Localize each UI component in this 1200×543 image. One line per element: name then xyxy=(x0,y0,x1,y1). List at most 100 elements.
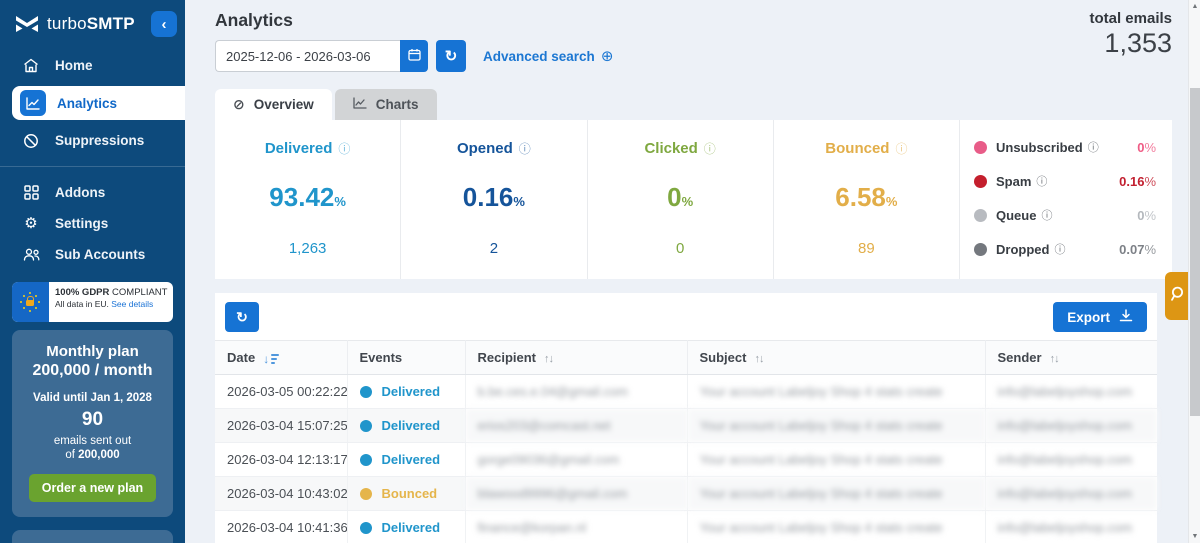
tab-overview[interactable]: ⊘ Overview xyxy=(215,89,332,120)
vertical-scrollbar[interactable]: ▲ ▼ xyxy=(1188,0,1200,543)
cell-recipient: gorge09036@gmail.com xyxy=(465,442,688,477)
event-dot xyxy=(359,453,372,466)
stat-percent: 6.58% xyxy=(835,182,898,212)
plan-quota: of 200,000 xyxy=(65,449,120,461)
sidebar-item-analytics[interactable]: Analytics xyxy=(12,86,185,120)
sidebar-divider xyxy=(0,166,185,167)
sidebar-item-sub-accounts[interactable]: Sub Accounts xyxy=(0,239,185,270)
order-new-plan-button[interactable]: Order a new plan xyxy=(28,474,157,502)
stat-delivered: Delivered ⓘ 93.42% 1,263 xyxy=(215,120,402,279)
info-icon[interactable]: ⓘ xyxy=(338,142,351,156)
sidebar: turboSMTP ‹ Home Analytics Suppress xyxy=(0,0,185,543)
refresh-button[interactable]: ↻ xyxy=(436,40,466,72)
feedback-tab-button[interactable] xyxy=(1165,272,1188,320)
sidebar-item-suppressions[interactable]: Suppressions xyxy=(0,125,185,156)
cell-recipient: blawood9996@gmail.com xyxy=(465,476,688,511)
stats-side-list: Unsubscribed ⓘ 0% Spam ⓘ 0.16% Queue ⓘ 0… xyxy=(960,120,1172,279)
cell-sender: info@labeljoyshop.com xyxy=(985,510,1157,543)
cell-date: 2026-03-04 10:43:02 xyxy=(215,476,348,511)
total-emails-value: 1,353 xyxy=(1104,28,1172,58)
cell-date: 2026-03-04 10:41:36 xyxy=(215,510,348,543)
column-header-date[interactable]: Date ↓ xyxy=(215,340,348,375)
sidebar-item-label: Home xyxy=(55,58,93,73)
tab-bar: ⊘ Overview Charts xyxy=(215,89,1172,120)
sidebar-item-label: Suppressions xyxy=(55,133,145,148)
info-icon[interactable]: ⓘ xyxy=(518,142,531,156)
sidebar-item-settings[interactable]: ⚙ Settings xyxy=(0,208,185,239)
collapse-icon: ‹ xyxy=(161,15,167,33)
plan-sent-label: emails sent out xyxy=(53,435,132,447)
connecting-via-smtp-card[interactable]: Connecting via SMTP › xyxy=(12,530,173,543)
stats-panel: Delivered ⓘ 93.42% 1,263 Opened ⓘ 0.16% 2 … xyxy=(215,120,1172,279)
scroll-down-arrow[interactable]: ▼ xyxy=(1191,533,1199,540)
cell-subject: Your account Labeljoy Shop 4 stats creat… xyxy=(687,510,986,543)
event-status: Bounced xyxy=(359,486,453,501)
stat-dropped: Dropped ⓘ 0.07% xyxy=(974,232,1156,266)
feedback-bubble-icon xyxy=(1170,286,1184,307)
column-header-subject[interactable]: Subject ↑↓ xyxy=(687,340,986,375)
gear-icon: ⚙ xyxy=(24,215,38,232)
info-icon[interactable]: ⓘ xyxy=(703,142,716,156)
column-header-recipient[interactable]: Recipient ↑↓ xyxy=(465,340,688,375)
event-status: Delivered xyxy=(359,384,453,399)
event-status: Delivered xyxy=(359,520,453,535)
cell-sender: info@labeljoyshop.com xyxy=(985,374,1157,409)
table-row[interactable]: 2026-03-04 12:13:17 Delivered gorge09036… xyxy=(215,442,1157,477)
stat-bounced: Bounced ⓘ 6.58% 89 xyxy=(774,120,960,279)
turbosmtp-logo-icon xyxy=(14,13,40,35)
sidebar-item-label: Analytics xyxy=(57,95,118,111)
table-row[interactable]: 2026-03-04 10:41:36 Delivered finance@ko… xyxy=(215,510,1157,543)
scrollbar-thumb[interactable] xyxy=(1190,88,1200,416)
stat-spam: Spam ⓘ 0.16% xyxy=(974,164,1156,198)
event-dot xyxy=(359,487,372,500)
sidebar-item-label: Settings xyxy=(55,216,109,231)
cell-subject: Your account Labeljoy Shop 4 stats creat… xyxy=(687,374,986,409)
info-icon[interactable]: ⓘ xyxy=(895,142,908,156)
event-status: Delivered xyxy=(359,452,453,467)
column-header-sender[interactable]: Sender ↑↓ xyxy=(985,340,1157,375)
sidebar-item-label: Addons xyxy=(55,185,106,200)
scroll-up-arrow[interactable]: ▲ xyxy=(1191,3,1199,10)
refresh-icon: ↻ xyxy=(236,308,248,325)
table-row[interactable]: 2026-03-05 00:22:22 Delivered b.be.ces.e… xyxy=(215,374,1157,409)
stat-opened: Opened ⓘ 0.16% 2 xyxy=(401,120,588,279)
date-range-input[interactable] xyxy=(215,40,400,72)
table-refresh-button[interactable]: ↻ xyxy=(225,302,259,332)
gdpr-line2: All data in EU. See details xyxy=(55,299,154,310)
stat-count: 0 xyxy=(675,240,685,257)
status-dot xyxy=(974,208,987,222)
info-icon[interactable]: ⓘ xyxy=(1041,210,1053,222)
stat-count: 89 xyxy=(858,240,875,257)
gdpr-eu-lock-icon xyxy=(12,282,49,322)
tab-charts[interactable]: Charts xyxy=(334,89,437,120)
info-icon[interactable]: ⓘ xyxy=(1087,142,1099,154)
plan-valid-until: Valid until Jan 1, 2028 xyxy=(33,392,152,404)
advanced-search-link[interactable]: Advanced search ⊕ xyxy=(483,48,614,65)
cell-sender: info@labeljoyshop.com xyxy=(985,442,1157,477)
export-button[interactable]: Export xyxy=(1053,302,1147,332)
info-icon[interactable]: ⓘ xyxy=(1036,176,1048,188)
sidebar-nav: Home Analytics Suppressions Addons xyxy=(0,50,185,270)
see-details-link[interactable]: See details xyxy=(111,299,154,310)
sidebar-item-addons[interactable]: Addons xyxy=(0,177,185,208)
stat-clicked: Clicked ⓘ 0% 0 xyxy=(588,120,774,279)
calendar-button[interactable] xyxy=(400,40,428,72)
charts-icon xyxy=(353,97,367,112)
info-icon[interactable]: ⓘ xyxy=(1054,244,1066,256)
cell-recipient: b.be.ces.e.04@gmail.com xyxy=(465,374,688,409)
sidebar-item-home[interactable]: Home xyxy=(0,50,185,81)
stat-count: 1,263 xyxy=(288,240,327,257)
calendar-icon xyxy=(407,48,421,64)
table-header-row: Date ↓ Events Recipient ↑↓ Subject ↑↓ Sende… xyxy=(215,340,1157,375)
stat-percent: 0.16% xyxy=(462,182,525,212)
cell-date: 2026-03-04 12:13:17 xyxy=(215,442,348,477)
main-content: Analytics total emails 1,353 ↻ Advanced … xyxy=(185,0,1200,543)
gdpr-line1: 100% GDPR COMPLIANT xyxy=(55,287,168,298)
sidebar-collapse-button[interactable]: ‹ xyxy=(151,11,177,37)
stat-queue: Queue ⓘ 0% xyxy=(974,198,1156,232)
table-row[interactable]: 2026-03-04 10:43:02 Bounced blawood9996@… xyxy=(215,476,1157,511)
gdpr-badge: 100% GDPR COMPLIANT All data in EU. See … xyxy=(12,282,173,322)
table-row[interactable]: 2026-03-04 15:07:25 Delivered erios203@c… xyxy=(215,408,1157,443)
cell-subject: Your account Labeljoy Shop 4 stats creat… xyxy=(687,476,986,511)
sort-icon: ↑↓ xyxy=(1049,353,1060,365)
